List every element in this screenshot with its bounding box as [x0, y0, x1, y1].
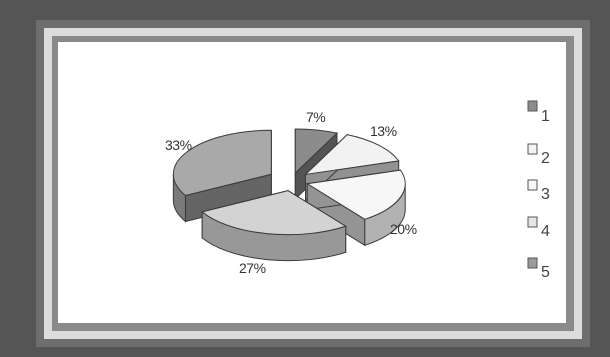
- slice-label-4: 27%: [239, 260, 266, 276]
- slice-label-3: 20%: [390, 221, 417, 237]
- legend-swatch-2: [527, 143, 538, 155]
- slice-label-5: 33%: [165, 137, 192, 153]
- legend-entry-1: 1: [527, 100, 550, 125]
- pie-slice-top-2: [304, 134, 400, 176]
- pie-slice-top-4: [201, 190, 347, 236]
- slice-label-2: 13%: [370, 123, 397, 139]
- pie-slice-top-3: [305, 169, 406, 220]
- pie-slice-top-5: [172, 129, 272, 197]
- legend-swatch-4: [527, 216, 538, 228]
- legend-entry-2: 2: [527, 143, 550, 167]
- pie-slice-5: [172, 129, 272, 223]
- slice-label-1: 7%: [306, 109, 325, 125]
- pie-slices: [172, 128, 406, 262]
- legend-entry-4: 4: [527, 216, 550, 240]
- legend: 1 2 3 4 5: [527, 100, 550, 281]
- legend-entry-5: 5: [527, 257, 550, 281]
- pie-slice-3: [305, 169, 406, 247]
- legend-label-5: 5: [541, 264, 550, 281]
- legend-swatch-3: [527, 179, 538, 191]
- legend-entry-3: 3: [527, 179, 550, 203]
- pie-slice-top-1: [294, 128, 339, 175]
- legend-swatch-1: [527, 100, 538, 112]
- legend-label-4: 4: [541, 223, 550, 240]
- legend-label-3: 3: [541, 186, 550, 203]
- legend-label-2: 2: [541, 150, 550, 167]
- legend-label-1: 1: [541, 108, 550, 125]
- legend-swatch-5: [527, 257, 538, 269]
- pie-slice-4: [201, 189, 347, 262]
